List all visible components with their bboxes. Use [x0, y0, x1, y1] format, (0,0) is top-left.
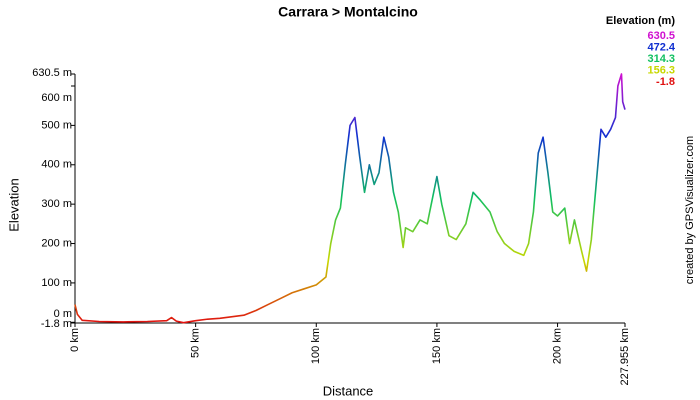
x-axis-label: Distance [323, 383, 374, 398]
legend-title: Elevation (m) [606, 15, 675, 27]
y-tick-label: 300 m [41, 198, 72, 210]
legend-value: 314.3 [647, 53, 675, 65]
legend-value: 156.3 [647, 64, 675, 76]
legend-value: 472.4 [647, 41, 675, 53]
x-tick-label: 100 km [310, 328, 322, 364]
y-tick-label: 400 m [41, 159, 72, 171]
x-tick-label: 0 km [69, 328, 81, 352]
y-tick-label: 0 m [54, 308, 72, 320]
x-tick-label: 200 km [551, 328, 563, 364]
x-tick-label: 150 km [431, 328, 443, 364]
y-tick-label: 630.5 m [32, 67, 72, 79]
y-tick-label: 600 m [41, 92, 72, 104]
x-tick-label: 227.955 km [619, 328, 631, 385]
legend-value: -1.8 [656, 76, 675, 88]
y-tick-label: -1.8 m [41, 318, 72, 330]
x-tick-label: 50 km [190, 328, 202, 358]
y-tick-label: 500 m [41, 119, 72, 131]
y-tick-label: 100 m [41, 277, 72, 289]
y-axis-label: Elevation [6, 178, 21, 231]
y-tick-label: 200 m [41, 237, 72, 249]
chart-title: Carrara > Montalcino [278, 4, 418, 20]
credit: created by GPSVisualizer.com [684, 136, 696, 284]
legend-value: 630.5 [647, 30, 675, 42]
elevation-line [74, 73, 626, 324]
